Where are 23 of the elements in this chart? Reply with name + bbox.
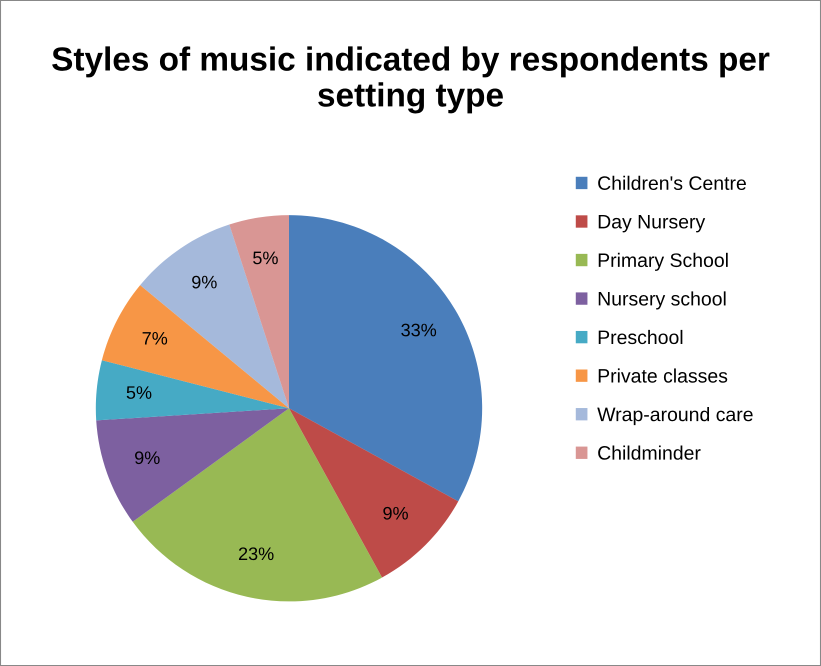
data-label: 9% bbox=[192, 276, 217, 288]
data-label: 23% bbox=[238, 547, 274, 560]
pie-slice bbox=[288, 215, 482, 502]
pie-slice bbox=[132, 408, 382, 602]
data-label: 7% bbox=[142, 332, 168, 345]
legend-label: Primary School bbox=[598, 252, 728, 271]
legend-label: Nursery school bbox=[598, 291, 726, 310]
pie-slice bbox=[96, 408, 289, 522]
chart-title: Styles of music indicated by respondents per setting type bbox=[52, 46, 770, 114]
data-label: 5% bbox=[126, 386, 152, 399]
pie-slice bbox=[96, 360, 289, 420]
legend-label: Private classes bbox=[598, 368, 728, 383]
legend-label: Preschool bbox=[598, 330, 682, 344]
pie-slice bbox=[229, 215, 289, 408]
pie-slice bbox=[288, 408, 458, 578]
data-label: 33% bbox=[401, 324, 436, 336]
data-label: 9% bbox=[383, 506, 408, 520]
legend-label: Childminder bbox=[598, 446, 701, 460]
legend-label: Children's Centre bbox=[598, 176, 746, 190]
legend-label: Wrap-around care bbox=[597, 406, 753, 426]
legend-label: Day Nursery bbox=[598, 214, 706, 232]
data-label: 9% bbox=[135, 451, 160, 464]
data-label: 5% bbox=[253, 252, 278, 264]
